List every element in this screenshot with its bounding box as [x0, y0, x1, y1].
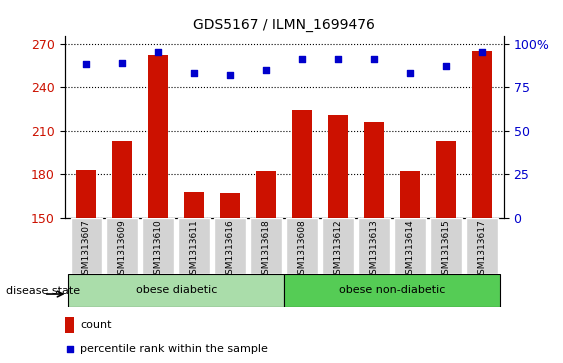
Text: GSM1313616: GSM1313616: [226, 220, 235, 280]
Point: [478, 49, 487, 55]
FancyBboxPatch shape: [68, 274, 284, 307]
Text: obese diabetic: obese diabetic: [136, 285, 217, 295]
Point: [298, 56, 307, 62]
Bar: [65, 317, 74, 333]
Point: [334, 56, 343, 62]
Text: GSM1313608: GSM1313608: [298, 220, 307, 280]
Point: [154, 49, 163, 55]
Bar: [113, 141, 132, 218]
Text: count: count: [80, 321, 111, 330]
FancyBboxPatch shape: [323, 218, 354, 274]
Text: GSM1313611: GSM1313611: [190, 220, 199, 280]
Text: disease state: disease state: [6, 286, 80, 296]
Point: [65, 346, 74, 352]
Bar: [472, 51, 492, 218]
Bar: [364, 122, 384, 218]
Text: GSM1313609: GSM1313609: [118, 220, 127, 280]
Point: [442, 63, 451, 69]
Title: GDS5167 / ILMN_1699476: GDS5167 / ILMN_1699476: [193, 19, 376, 33]
FancyBboxPatch shape: [287, 218, 318, 274]
Point: [406, 70, 415, 76]
Bar: [77, 170, 96, 218]
Bar: [185, 192, 204, 218]
Text: percentile rank within the sample: percentile rank within the sample: [80, 344, 268, 354]
FancyBboxPatch shape: [467, 218, 498, 274]
Point: [226, 72, 235, 78]
Bar: [328, 115, 348, 218]
Text: GSM1313612: GSM1313612: [334, 220, 343, 280]
Bar: [400, 171, 420, 218]
Text: GSM1313614: GSM1313614: [406, 220, 415, 280]
FancyBboxPatch shape: [359, 218, 390, 274]
Text: GSM1313618: GSM1313618: [262, 220, 271, 280]
Text: GSM1313610: GSM1313610: [154, 220, 163, 280]
Point: [190, 70, 199, 76]
Text: GSM1313617: GSM1313617: [478, 220, 487, 280]
FancyBboxPatch shape: [395, 218, 426, 274]
Text: GSM1313607: GSM1313607: [82, 220, 91, 280]
Point: [118, 60, 127, 66]
Bar: [149, 55, 168, 218]
FancyBboxPatch shape: [284, 274, 501, 307]
Point: [370, 56, 379, 62]
FancyBboxPatch shape: [431, 218, 462, 274]
FancyBboxPatch shape: [178, 218, 210, 274]
FancyBboxPatch shape: [106, 218, 138, 274]
Bar: [436, 141, 456, 218]
FancyBboxPatch shape: [70, 218, 102, 274]
Text: GSM1313613: GSM1313613: [370, 220, 379, 280]
FancyBboxPatch shape: [251, 218, 282, 274]
Bar: [221, 193, 240, 218]
Bar: [292, 110, 312, 218]
FancyBboxPatch shape: [142, 218, 174, 274]
Text: obese non-diabetic: obese non-diabetic: [339, 285, 445, 295]
Point: [82, 62, 91, 68]
Text: GSM1313615: GSM1313615: [442, 220, 451, 280]
Point: [262, 67, 271, 73]
FancyBboxPatch shape: [215, 218, 246, 274]
Bar: [256, 171, 276, 218]
